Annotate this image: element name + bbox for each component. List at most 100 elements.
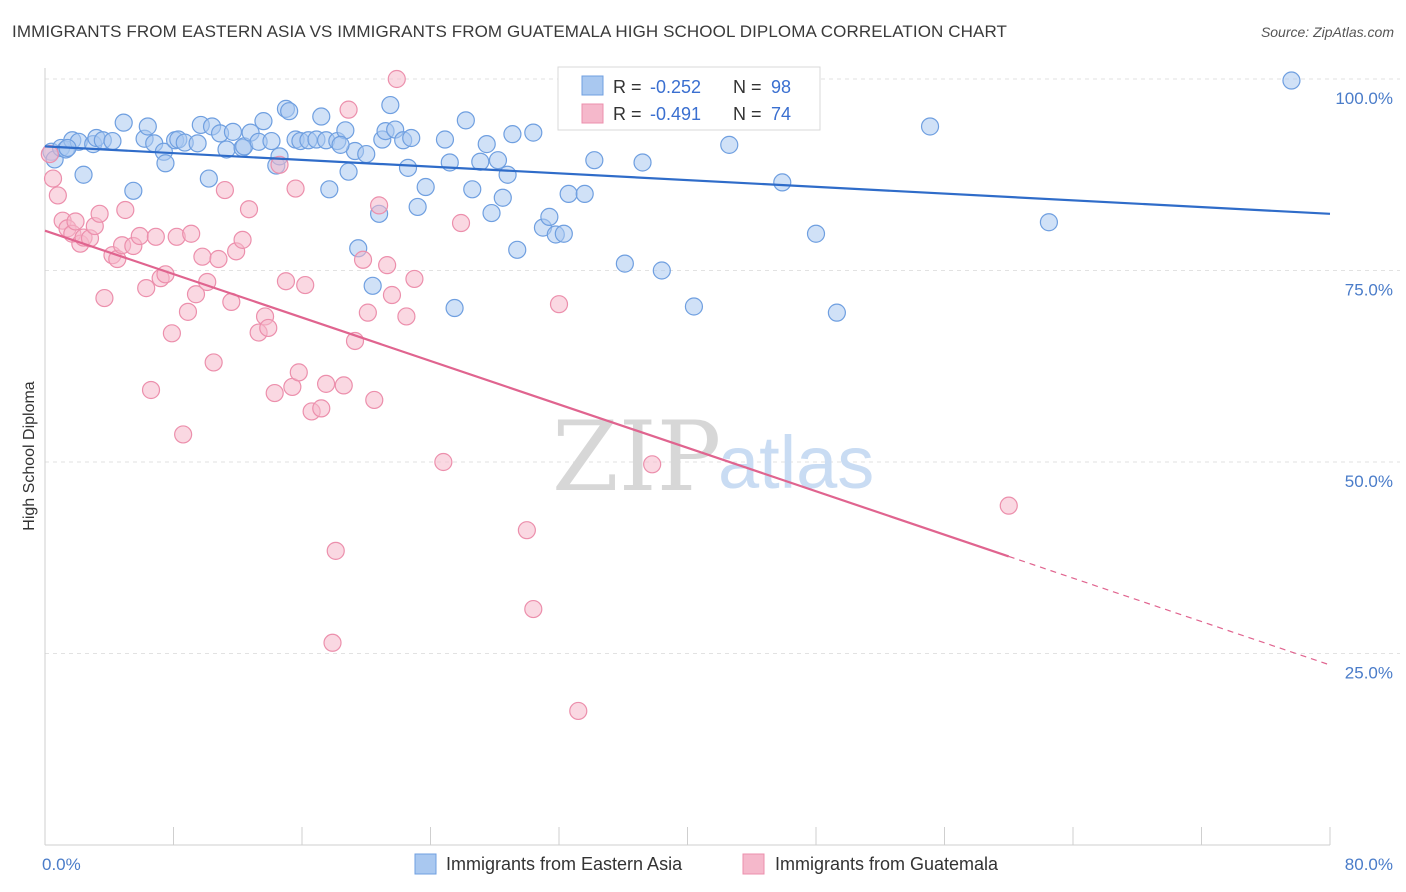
guatemala-point-52 xyxy=(323,633,342,652)
guatemala-point-65 xyxy=(405,269,424,289)
eastern-asia-point-83 xyxy=(615,254,634,273)
guatemala-point-6 xyxy=(66,212,85,231)
guatemala-point-28 xyxy=(182,224,201,243)
y-axis-title: High School Diploma xyxy=(21,381,38,531)
eastern-asia-point-17 xyxy=(156,154,175,173)
guatemala-point-55 xyxy=(339,100,358,119)
guatemala-point-68 xyxy=(517,521,536,540)
eastern-asia-point-42 xyxy=(312,107,331,126)
guatemala-point-67 xyxy=(451,213,471,233)
guatemala-point-29 xyxy=(186,285,206,304)
guatemala-point-1 xyxy=(43,169,63,188)
eastern-asia-point-51 xyxy=(363,276,382,295)
eastern-asia-point-64 xyxy=(445,298,464,318)
guatemala-point-16 xyxy=(116,200,135,220)
eastern-asia-point-44 xyxy=(320,180,339,199)
guatemala-point-26 xyxy=(174,425,193,444)
guatemala-point-43 xyxy=(270,155,289,174)
eastern-asia-point-27 xyxy=(223,122,243,141)
eastern-asia-point-72 xyxy=(498,165,517,184)
eastern-asia-point-66 xyxy=(463,180,482,199)
y-tick-label-3: 25.0% xyxy=(1345,664,1393,683)
legend-r-label-2: R = xyxy=(613,104,642,124)
eastern-asia-point-33 xyxy=(262,131,281,151)
guatemala-point-11 xyxy=(90,204,109,223)
eastern-asia-point-84 xyxy=(633,153,652,172)
eastern-asia-point-81 xyxy=(575,184,594,203)
eastern-asia-point-50 xyxy=(357,144,376,164)
guatemala-point-38 xyxy=(239,200,259,219)
guatemala-point-70 xyxy=(549,295,569,314)
guatemala-point-51 xyxy=(316,374,336,393)
eastern-asia-trend-line xyxy=(44,145,1331,215)
guatemala-point-53 xyxy=(326,541,345,560)
eastern-asia-point-11 xyxy=(114,113,133,132)
eastern-asia-point-70 xyxy=(488,151,508,170)
source-credit: Source: ZipAtlas.com xyxy=(1260,24,1394,40)
guatemala-point-54 xyxy=(334,376,353,395)
guatemala-point-30 xyxy=(193,247,212,266)
legend-swatch-blue xyxy=(581,75,604,96)
eastern-asia-point-87 xyxy=(684,297,704,316)
guatemala-point-57 xyxy=(353,250,373,269)
eastern-asia-point-55 xyxy=(381,95,400,115)
series-legend-swatch-blue xyxy=(414,853,437,875)
guatemala-point-47 xyxy=(289,363,308,382)
guatemala-point-37 xyxy=(233,230,252,249)
guatemala-point-62 xyxy=(382,285,402,305)
eastern-asia-point-90 xyxy=(773,173,792,192)
series-legend-label-guatemala: Immigrants from Guatemala xyxy=(775,854,999,874)
guatemala-point-63 xyxy=(387,69,406,89)
guatemala-point-64 xyxy=(397,307,416,326)
eastern-asia-point-58 xyxy=(398,158,418,177)
guatemala-point-69 xyxy=(524,599,543,619)
eastern-asia-point-74 xyxy=(508,240,527,259)
x-tick-marks xyxy=(44,827,1331,845)
guatemala-point-61 xyxy=(378,256,397,275)
guatemala-point-58 xyxy=(358,303,377,322)
series-legend-swatch-pink xyxy=(742,853,765,875)
guatemala-point-34 xyxy=(215,180,234,200)
eastern-asia-point-65 xyxy=(456,111,475,130)
eastern-asia-point-61 xyxy=(416,177,435,197)
y-tick-label-0: 100.0% xyxy=(1335,89,1393,108)
guatemala-point-73 xyxy=(999,496,1018,515)
guatemala-point-59 xyxy=(365,390,384,410)
eastern-asia-point-77 xyxy=(540,207,559,226)
guatemala-point-66 xyxy=(434,452,453,472)
x-tick-labels: 0.0% 80.0% xyxy=(42,855,1393,874)
guatemala-point-71 xyxy=(569,701,588,721)
x-tick-label-0: 0.0% xyxy=(42,855,81,874)
correlation-legend: R = -0.252 N = 98 R = -0.491 N = 74 xyxy=(557,66,821,131)
legend-n-label-1: N = xyxy=(733,77,762,97)
series-legend-label-eastern-asia: Immigrants from Eastern Asia xyxy=(446,854,683,874)
grid-lines xyxy=(45,78,1400,654)
y-tick-label-1: 75.0% xyxy=(1345,281,1393,300)
legend-n-value-1: 98 xyxy=(771,77,791,97)
guatemala-point-18 xyxy=(130,226,149,246)
guatemala-point-50 xyxy=(312,399,331,418)
guatemala-point-12 xyxy=(95,288,114,308)
eastern-asia-point-6 xyxy=(74,165,93,184)
eastern-asia-point-21 xyxy=(188,134,207,153)
y-tick-label-2: 50.0% xyxy=(1345,472,1393,491)
legend-r-label-1: R = xyxy=(613,77,642,97)
legend-n-label-2: N = xyxy=(733,104,762,124)
eastern-asia-point-79 xyxy=(554,224,573,243)
guatemala-trend-extension xyxy=(1008,555,1331,666)
chart-title: IMMIGRANTS FROM EASTERN ASIA VS IMMIGRAN… xyxy=(12,22,1007,41)
eastern-asia-point-82 xyxy=(585,151,604,170)
guatemala-point-33 xyxy=(209,249,228,269)
watermark-zip: ZIP xyxy=(552,401,721,513)
guatemala-point-48 xyxy=(296,275,315,295)
guatemala-point-0 xyxy=(40,144,59,164)
eastern-asia-point-67 xyxy=(471,152,490,171)
eastern-asia-point-37 xyxy=(280,102,299,121)
eastern-asia-point-95 xyxy=(1282,71,1301,90)
eastern-asia-point-69 xyxy=(482,203,501,223)
guatemala-point-19 xyxy=(137,279,156,298)
eastern-asia-point-94 xyxy=(1039,213,1059,232)
eastern-asia-point-62 xyxy=(435,130,455,149)
x-tick-label-1: 80.0% xyxy=(1345,855,1393,874)
